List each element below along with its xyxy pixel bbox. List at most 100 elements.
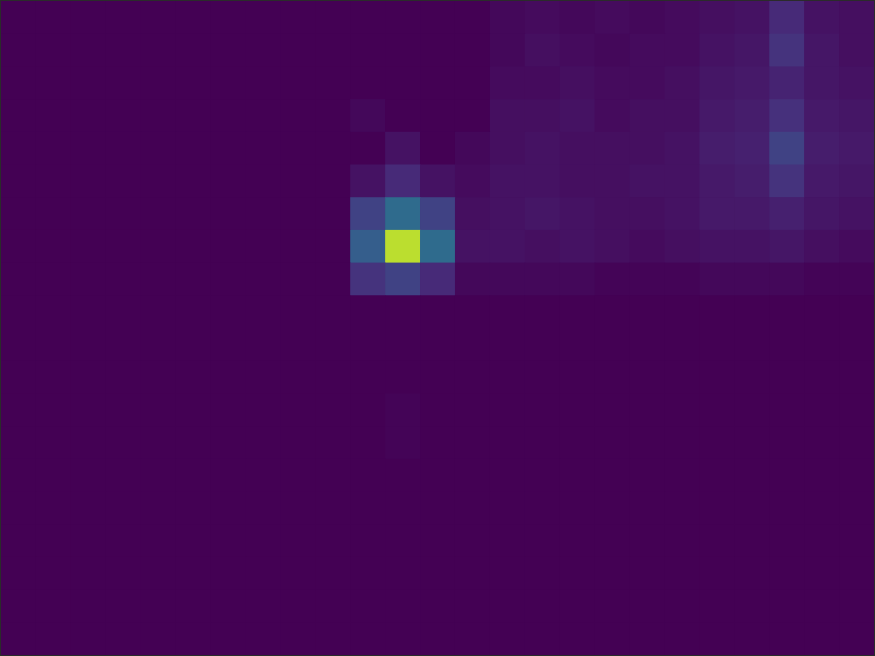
heat-cell (176, 524, 212, 557)
heat-cell (385, 361, 421, 394)
heat-cell (315, 263, 351, 296)
heat-cell (664, 99, 700, 132)
heat-cell (141, 197, 177, 230)
heat-cell (525, 328, 561, 361)
heat-cell (350, 263, 386, 296)
heat-cell (560, 230, 596, 263)
heat-cell (455, 66, 491, 99)
heat-cell (560, 1, 596, 34)
heat-cell (1, 1, 37, 34)
heat-cell (245, 165, 281, 198)
heat-cell (141, 66, 177, 99)
heat-cell (525, 295, 561, 328)
heat-cell (630, 99, 666, 132)
heat-cell (141, 492, 177, 525)
heat-cell (560, 590, 596, 623)
heat-cell (420, 524, 456, 557)
heat-cell (699, 393, 735, 426)
heat-cell (664, 165, 700, 198)
heat-cell (525, 1, 561, 34)
heat-cell (769, 34, 805, 67)
heat-cell (664, 230, 700, 263)
heat-cell (36, 524, 72, 557)
heat-cell (630, 263, 666, 296)
heat-cell (211, 230, 247, 263)
heat-cell (595, 492, 631, 525)
heat-cell (839, 622, 874, 655)
heat-cell (36, 66, 72, 99)
heat-cell (804, 230, 840, 263)
heat-cell (1, 492, 37, 525)
heat-cell (734, 66, 770, 99)
heat-cell (385, 622, 421, 655)
heat-cell (490, 230, 526, 263)
heat-cell (455, 492, 491, 525)
heat-cell (455, 34, 491, 67)
heat-cell (804, 459, 840, 492)
heat-cell (350, 99, 386, 132)
heat-cell (595, 99, 631, 132)
heat-cell (36, 34, 72, 67)
heat-cell (385, 426, 421, 459)
heat-cell (420, 426, 456, 459)
heat-cell (664, 361, 700, 394)
heat-cell (245, 557, 281, 590)
heat-cell (455, 590, 491, 623)
heat-cell (106, 132, 142, 165)
heat-cell (71, 230, 107, 263)
heat-cell (420, 492, 456, 525)
heatmap-svg (0, 0, 875, 656)
heat-cell (839, 132, 874, 165)
heat-cell (1, 328, 37, 361)
heat-cell (176, 197, 212, 230)
heat-cell (71, 393, 107, 426)
heat-cell (350, 34, 386, 67)
heat-cell (36, 132, 72, 165)
heat-cell (36, 295, 72, 328)
heat-cell (350, 426, 386, 459)
heat-cell (595, 230, 631, 263)
heat-cell (804, 622, 840, 655)
heat-cell (595, 295, 631, 328)
heat-cell (525, 99, 561, 132)
heat-cell (211, 361, 247, 394)
heat-cell (350, 197, 386, 230)
heat-cell (560, 492, 596, 525)
heat-cell (141, 557, 177, 590)
heat-cell (211, 622, 247, 655)
heat-cell (350, 524, 386, 557)
heat-cell (769, 132, 805, 165)
heat-cell (36, 361, 72, 394)
heat-cell (71, 165, 107, 198)
heat-cell (455, 230, 491, 263)
heat-cell (595, 426, 631, 459)
heat-cell (385, 492, 421, 525)
heat-cell (36, 622, 72, 655)
heat-cell (315, 99, 351, 132)
heat-cell (1, 34, 37, 67)
heat-cell (245, 1, 281, 34)
heat-cell (176, 1, 212, 34)
heat-cell (734, 34, 770, 67)
heat-cell (490, 132, 526, 165)
heat-cell (245, 361, 281, 394)
chart-container (0, 0, 875, 656)
heat-cell (71, 361, 107, 394)
heat-cell (280, 590, 316, 623)
heat-cell (699, 230, 735, 263)
heat-cell (490, 459, 526, 492)
heat-cell (595, 459, 631, 492)
heat-cell (36, 459, 72, 492)
heat-cell (71, 524, 107, 557)
heat-cell (280, 492, 316, 525)
heat-cell (420, 197, 456, 230)
heat-cell (630, 66, 666, 99)
heat-cell (804, 66, 840, 99)
heat-cell (769, 328, 805, 361)
plot-background (1, 1, 874, 655)
heat-cell (420, 1, 456, 34)
heat-cell (280, 557, 316, 590)
heat-cell (106, 459, 142, 492)
heat-cell (630, 622, 666, 655)
heat-cell (595, 361, 631, 394)
